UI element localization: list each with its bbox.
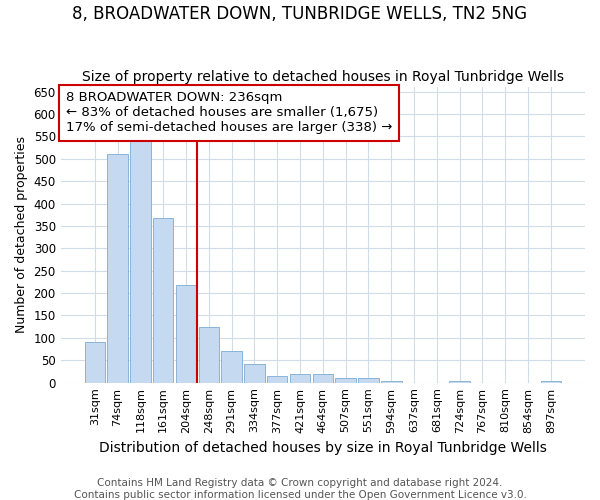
Bar: [176, 285, 196, 382]
Bar: [381, 381, 401, 382]
Bar: [107, 154, 128, 382]
Bar: [313, 374, 333, 382]
Text: 8, BROADWATER DOWN, TUNBRIDGE WELLS, TN2 5NG: 8, BROADWATER DOWN, TUNBRIDGE WELLS, TN2…: [73, 5, 527, 23]
Bar: [358, 378, 379, 382]
Bar: [221, 352, 242, 382]
Bar: [85, 342, 105, 382]
Bar: [267, 376, 287, 382]
Title: Size of property relative to detached houses in Royal Tunbridge Wells: Size of property relative to detached ho…: [82, 70, 564, 85]
Y-axis label: Number of detached properties: Number of detached properties: [15, 136, 28, 334]
Bar: [130, 141, 151, 382]
X-axis label: Distribution of detached houses by size in Royal Tunbridge Wells: Distribution of detached houses by size …: [99, 441, 547, 455]
Text: Contains HM Land Registry data © Crown copyright and database right 2024.
Contai: Contains HM Land Registry data © Crown c…: [74, 478, 526, 500]
Bar: [244, 364, 265, 382]
Bar: [449, 381, 470, 382]
Bar: [199, 326, 219, 382]
Bar: [541, 381, 561, 382]
Text: 8 BROADWATER DOWN: 236sqm
← 83% of detached houses are smaller (1,675)
17% of se: 8 BROADWATER DOWN: 236sqm ← 83% of detac…: [66, 92, 392, 134]
Bar: [335, 378, 356, 382]
Bar: [290, 374, 310, 382]
Bar: [153, 218, 173, 382]
